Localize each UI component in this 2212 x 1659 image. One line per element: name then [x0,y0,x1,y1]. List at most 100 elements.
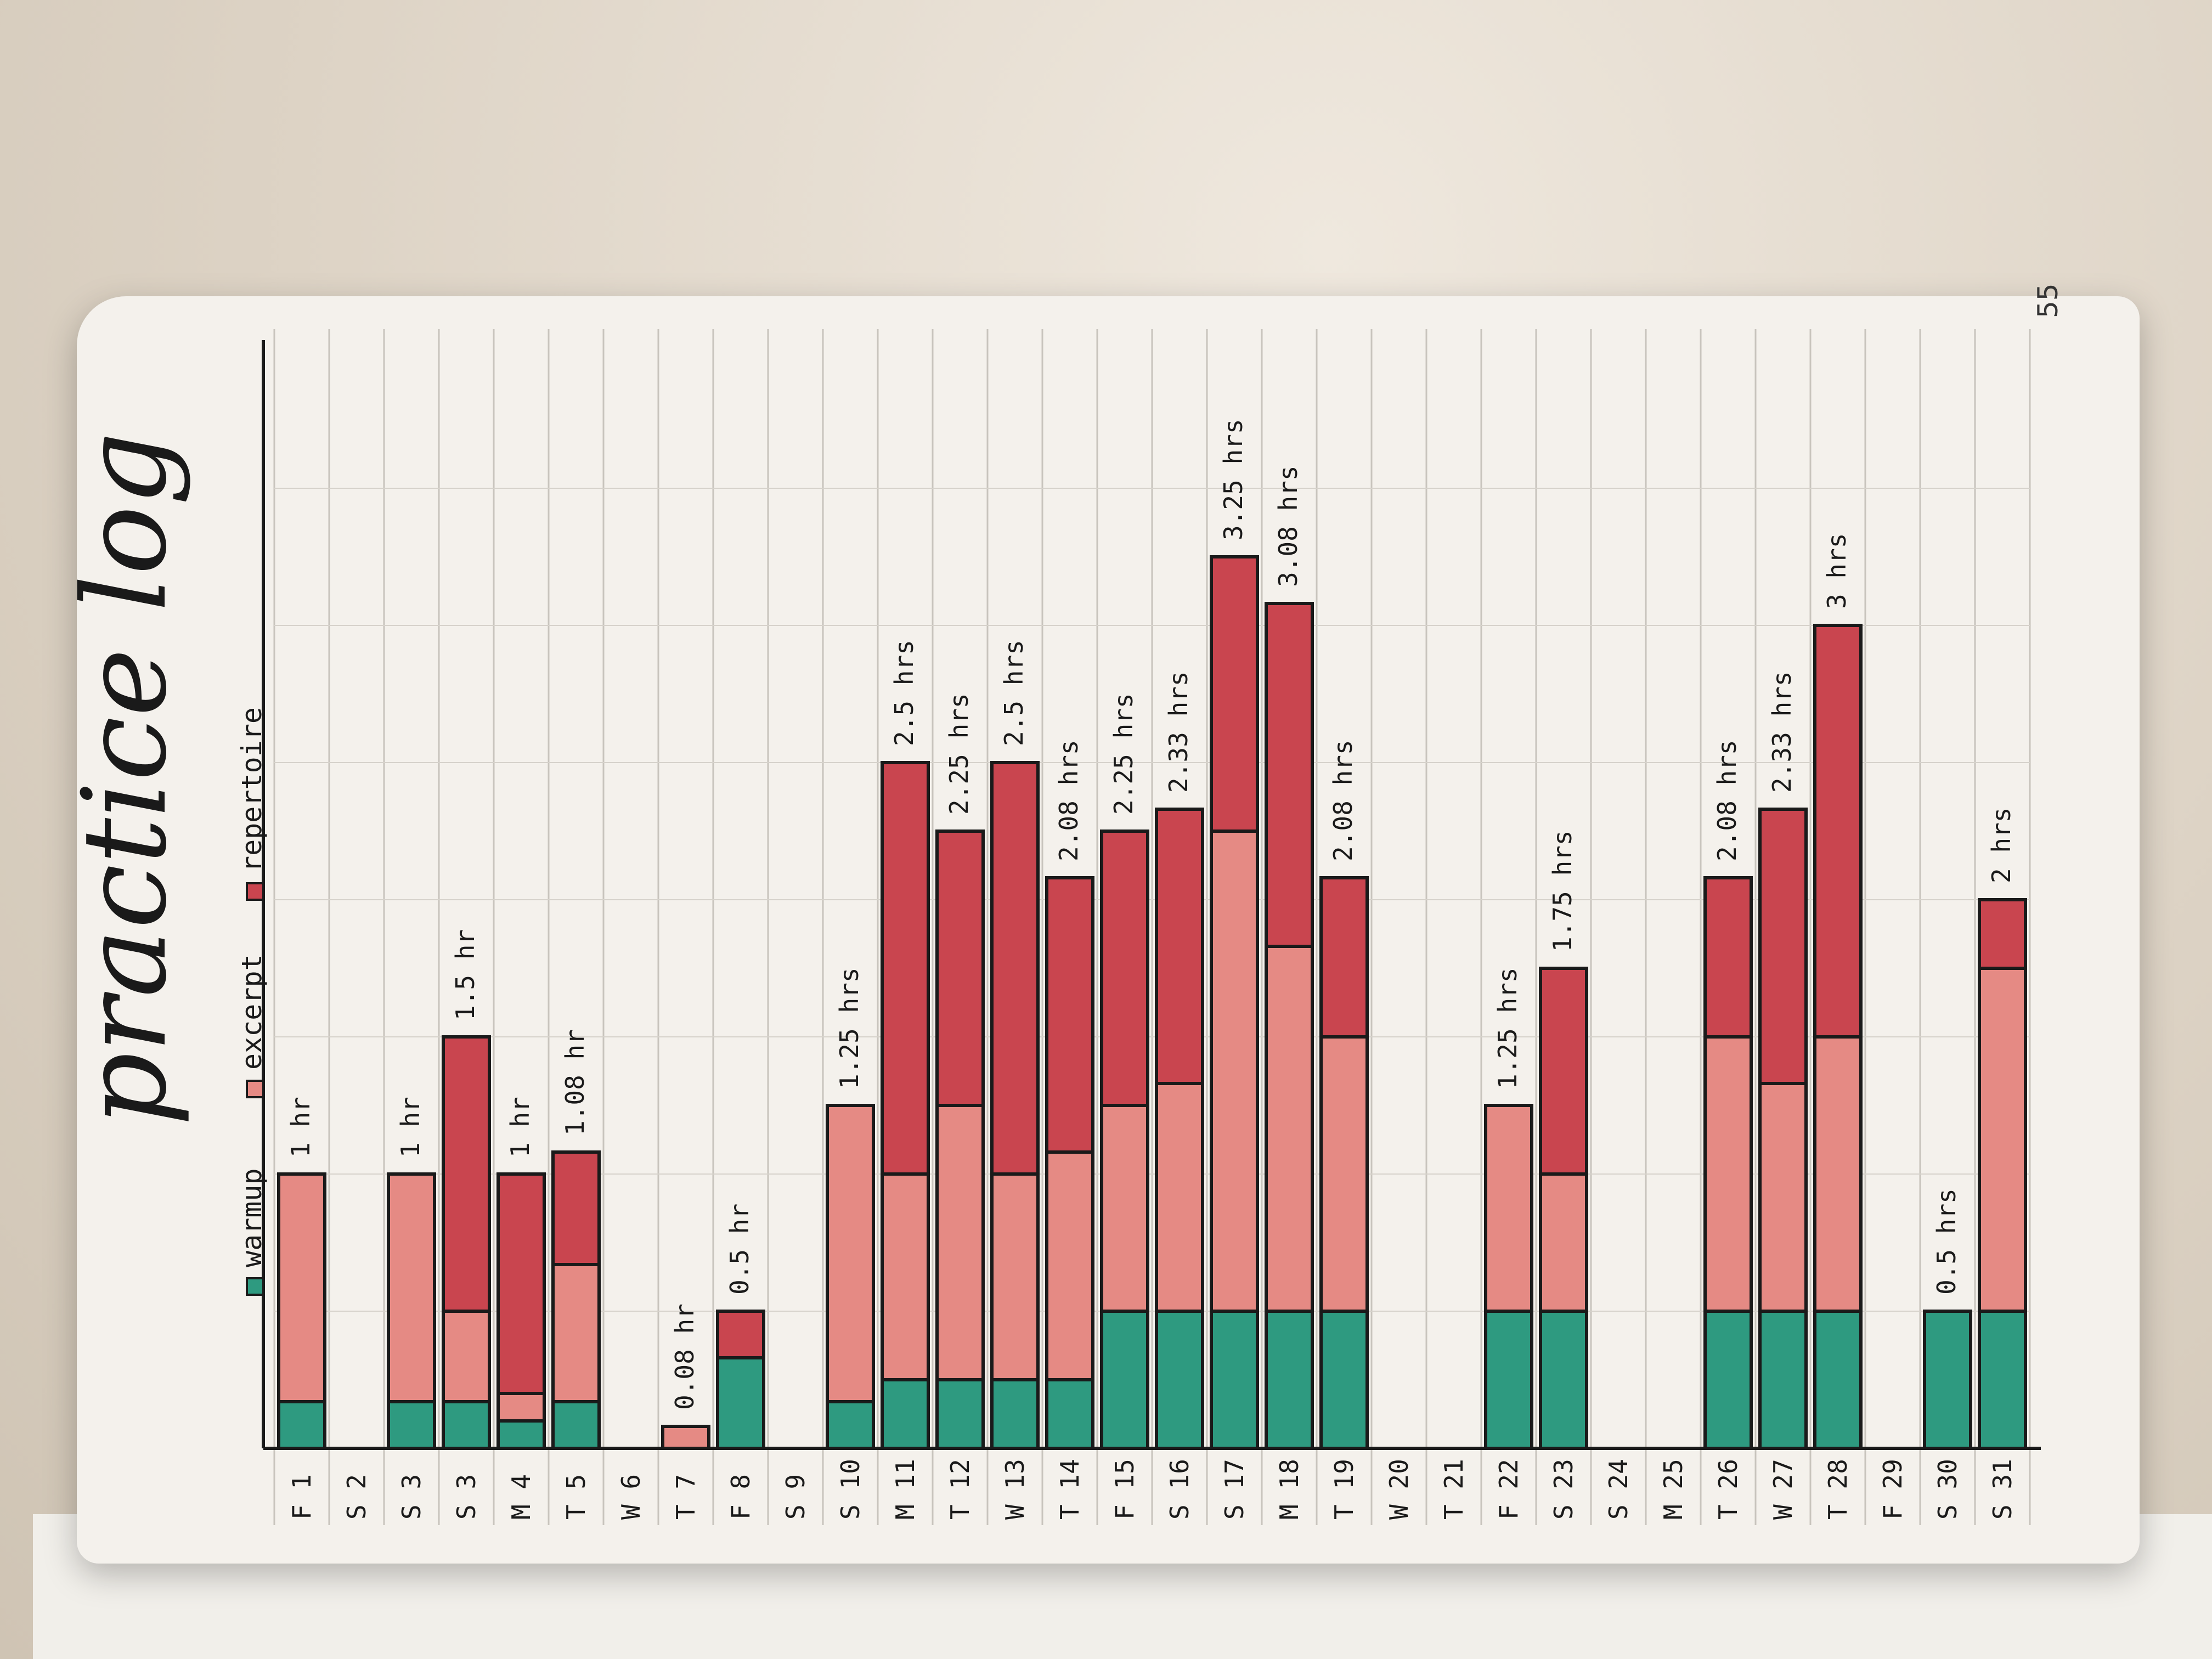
bar-segment-excerpt [1045,1150,1094,1381]
bar-total-label: 2.08 hrs [1328,740,1358,861]
bar-segment-warmup [1045,1378,1094,1450]
bar-segment-excerpt [935,1104,985,1381]
bar-segment-repertoire [1703,876,1753,1039]
bar-segment-repertoire [1155,808,1204,1085]
day-label: M 4 [506,1474,536,1520]
bar-total-label: 1 hr [286,1097,315,1158]
bar-segment-excerpt [1155,1082,1204,1313]
bar-segment-excerpt [1978,967,2027,1313]
day-label: W 20 [1384,1459,1414,1520]
day-label: W 6 [616,1474,646,1520]
bar-total-label: 3.25 hrs [1218,419,1248,540]
bar-segment-excerpt [826,1104,875,1403]
bar-segment-repertoire [990,761,1040,1176]
bar-segment-warmup [387,1400,436,1450]
bar-total-label: 2.25 hrs [944,693,974,815]
day-label: M 11 [890,1459,920,1520]
bar-segment-excerpt [881,1172,930,1381]
bar-total-label: 0.08 hr [670,1304,699,1410]
bar-total-label: 3.08 hrs [1273,465,1303,587]
page-number: 55 [2032,283,2064,318]
bar-total-label: 2.5 hrs [999,640,1029,746]
legend: warmup excerpt repertoire [236,707,268,1296]
day-label: F 1 [287,1474,317,1520]
bar-segment-warmup [277,1400,326,1450]
bar-total-label: 1.5 hr [450,929,480,1020]
bar-segment-warmup [1155,1310,1204,1450]
day-label: F 8 [726,1474,755,1520]
bar-segment-excerpt [1484,1104,1533,1313]
bar-segment-warmup [1100,1310,1149,1450]
day-label: S 2 [342,1474,371,1520]
day-label: T 14 [1055,1459,1085,1520]
bar-total-label: 2.08 hrs [1054,740,1084,861]
bar-segment-warmup [442,1400,491,1450]
bar-total-label: 2.08 hrs [1712,740,1742,861]
bar-segment-warmup [1978,1310,2027,1450]
bar-segment-warmup [1210,1310,1259,1450]
bar-segment-warmup [935,1378,985,1450]
bar-total-label: 1.75 hrs [1548,830,1577,952]
legend-swatch-repertoire [246,882,264,901]
bar-segment-repertoire [881,761,930,1176]
day-label: S 17 [1220,1459,1249,1520]
bar-segment-repertoire [1758,808,1808,1085]
bar-segment-repertoire [1319,876,1369,1039]
bar-segment-excerpt [661,1425,710,1450]
bar-total-label: 2 hrs [1987,808,2016,883]
bar-segment-repertoire [1813,624,1863,1039]
day-label: S 31 [1988,1459,2017,1520]
legend-swatch-warmup [246,1277,264,1296]
bar-total-label: 2.33 hrs [1767,671,1797,793]
bar-segment-excerpt [277,1172,326,1403]
bar-segment-repertoire [442,1035,491,1313]
bar-segment-warmup [1758,1310,1808,1450]
day-label: S 30 [1933,1459,1962,1520]
bar-segment-excerpt [1539,1172,1588,1313]
bar-total-label: 2.33 hrs [1164,671,1193,793]
bar-segment-excerpt [551,1263,601,1403]
day-label: T 5 [561,1474,591,1520]
day-label: S 9 [781,1474,810,1520]
bar-segment-excerpt [387,1172,436,1403]
bar-segment-repertoire [935,830,985,1107]
day-label: S 16 [1165,1459,1194,1520]
bar-segment-warmup [1813,1310,1863,1450]
day-label: T 7 [671,1474,701,1520]
bar-segment-repertoire [1978,898,2027,970]
day-label: T 26 [1713,1459,1743,1520]
bar-segment-excerpt [1265,945,1314,1313]
bar-segment-warmup [1923,1310,1972,1450]
bar-segment-repertoire [496,1172,546,1395]
bar-segment-repertoire [1045,876,1094,1154]
day-label: S 3 [397,1474,426,1520]
bar-segment-excerpt [1100,1104,1149,1313]
bar-segment-warmup [881,1378,930,1450]
bar-total-label: 0.5 hrs [1932,1188,1961,1295]
bar-segment-warmup [826,1400,875,1450]
bar-segment-warmup [496,1419,546,1450]
day-label: W 27 [1768,1459,1798,1520]
legend-label-excerpt: excerpt [236,954,268,1070]
bar-segment-excerpt [990,1172,1040,1381]
day-labels: F 1 S 2 S 3 S 3 M 4 T 5 W 6 T 7 F 8 S 9 S 10 M 11 T … [287,1459,2017,1520]
bar-total-label: 2.25 hrs [1109,693,1138,815]
bar-segment-warmup [1539,1310,1588,1450]
bar-segment-warmup [1703,1310,1753,1450]
bar-segment-excerpt [1758,1082,1808,1313]
bars [277,555,2027,1450]
day-label: T 21 [1439,1459,1469,1520]
bar-segment-excerpt [1703,1035,1753,1313]
day-label: T 28 [1823,1459,1853,1520]
bar-segment-repertoire [1100,830,1149,1107]
bar-segment-excerpt [1210,830,1259,1313]
bar-total-label: 1.25 hrs [834,967,864,1089]
day-label: F 15 [1110,1459,1139,1520]
day-label: W 13 [1000,1459,1030,1520]
legend-label-repertoire: repertoire [236,707,268,872]
day-label: T 12 [945,1459,975,1520]
day-label: S 24 [1604,1459,1633,1520]
day-label: S 3 [452,1474,481,1520]
page-title: practice log [58,432,192,1126]
day-label: S 23 [1549,1459,1578,1520]
